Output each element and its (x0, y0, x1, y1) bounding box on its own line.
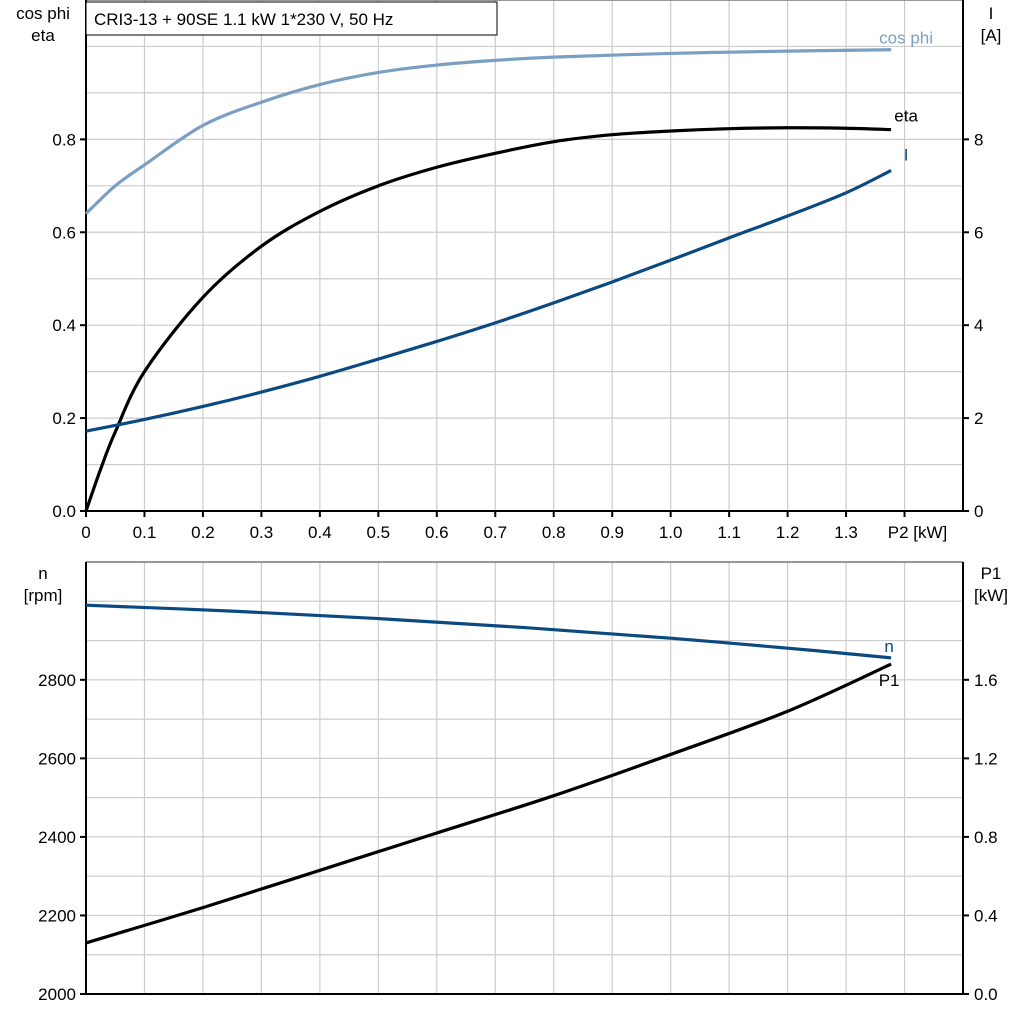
series-i-label: I (904, 145, 909, 164)
series-cos-phi-line (84, 48, 892, 215)
left-tick-label: 0.8 (52, 130, 76, 149)
left-axis-title: [rpm] (24, 586, 63, 605)
x-tick-label: 0.9 (600, 523, 624, 542)
x-tick-label: 0.4 (308, 523, 332, 542)
bottom-plot: 2000 2200 2400 2600 2800 0.0 0.4 0.8 1.2 1.6 n [rpm… (24, 561, 1008, 1004)
x-tick-label: 1.1 (717, 523, 741, 542)
x-tick-label: 0 (81, 523, 90, 542)
series-cos-phi-label: cos phi (879, 29, 933, 48)
left-tick-label: 0.0 (52, 502, 76, 521)
series-p1-label: P1 (879, 671, 900, 690)
right-tick-label: 8 (974, 130, 983, 149)
x-tick-label: 0.6 (425, 523, 449, 542)
left-axis-title: cos phi (16, 4, 70, 23)
right-axis-title: I (989, 4, 994, 23)
top-plot: 0.0 0.2 0.4 0.6 0.8 0 2 4 6 8 cos phi eta I [A] 0 0.1 0.… (16, 0, 1001, 542)
series-i-line (85, 169, 892, 433)
right-tick-label: 0.8 (974, 828, 998, 847)
x-tick-label: 0.8 (542, 523, 566, 542)
left-axis-title: n (38, 564, 47, 583)
x-tick-label: 0.1 (133, 523, 157, 542)
x-axis-title: P2 [kW] (888, 523, 948, 542)
right-axis-title: [A] (981, 26, 1002, 45)
left-tick-label: 0.6 (52, 223, 76, 242)
right-tick-label: 0 (974, 502, 983, 521)
series-eta-label: eta (894, 107, 918, 126)
x-tick-label: 0.2 (191, 523, 215, 542)
left-tick-label: 2000 (38, 985, 76, 1004)
x-tick-label: 1.3 (834, 523, 858, 542)
right-axis-title: [kW] (974, 586, 1008, 605)
series-eta-line (84, 126, 892, 512)
left-tick-label: 2400 (38, 828, 76, 847)
right-tick-label: 0.4 (974, 906, 998, 925)
title-box (85, 1, 498, 36)
left-tick-label: 0.4 (52, 316, 76, 335)
right-tick-label: 6 (974, 223, 983, 242)
left-tick-label: 2600 (38, 749, 76, 768)
x-tick-label: 0.3 (250, 523, 274, 542)
x-tick-label: 1.2 (776, 523, 800, 542)
series-n-line (85, 603, 892, 660)
left-tick-label: 0.2 (52, 409, 76, 428)
left-tick-label: 2800 (38, 671, 76, 690)
right-tick-label: 2 (974, 409, 983, 428)
left-tick-label: 2200 (38, 906, 76, 925)
right-tick-label: 0.0 (974, 985, 998, 1004)
right-axis-title: P1 (981, 564, 1002, 583)
right-tick-label: 1.2 (974, 749, 998, 768)
series-p1-line (85, 662, 892, 945)
x-tick-label: 0.7 (483, 523, 507, 542)
x-tick-label: 1.0 (659, 523, 683, 542)
right-tick-label: 1.6 (974, 671, 998, 690)
chart-title: CRI3-13 + 90SE 1.1 kW 1*230 V, 50 Hz (94, 10, 393, 29)
x-tick-label: 0.5 (367, 523, 391, 542)
left-axis-title: eta (31, 26, 55, 45)
series-n-label: n (884, 637, 893, 656)
right-tick-label: 4 (974, 316, 983, 335)
